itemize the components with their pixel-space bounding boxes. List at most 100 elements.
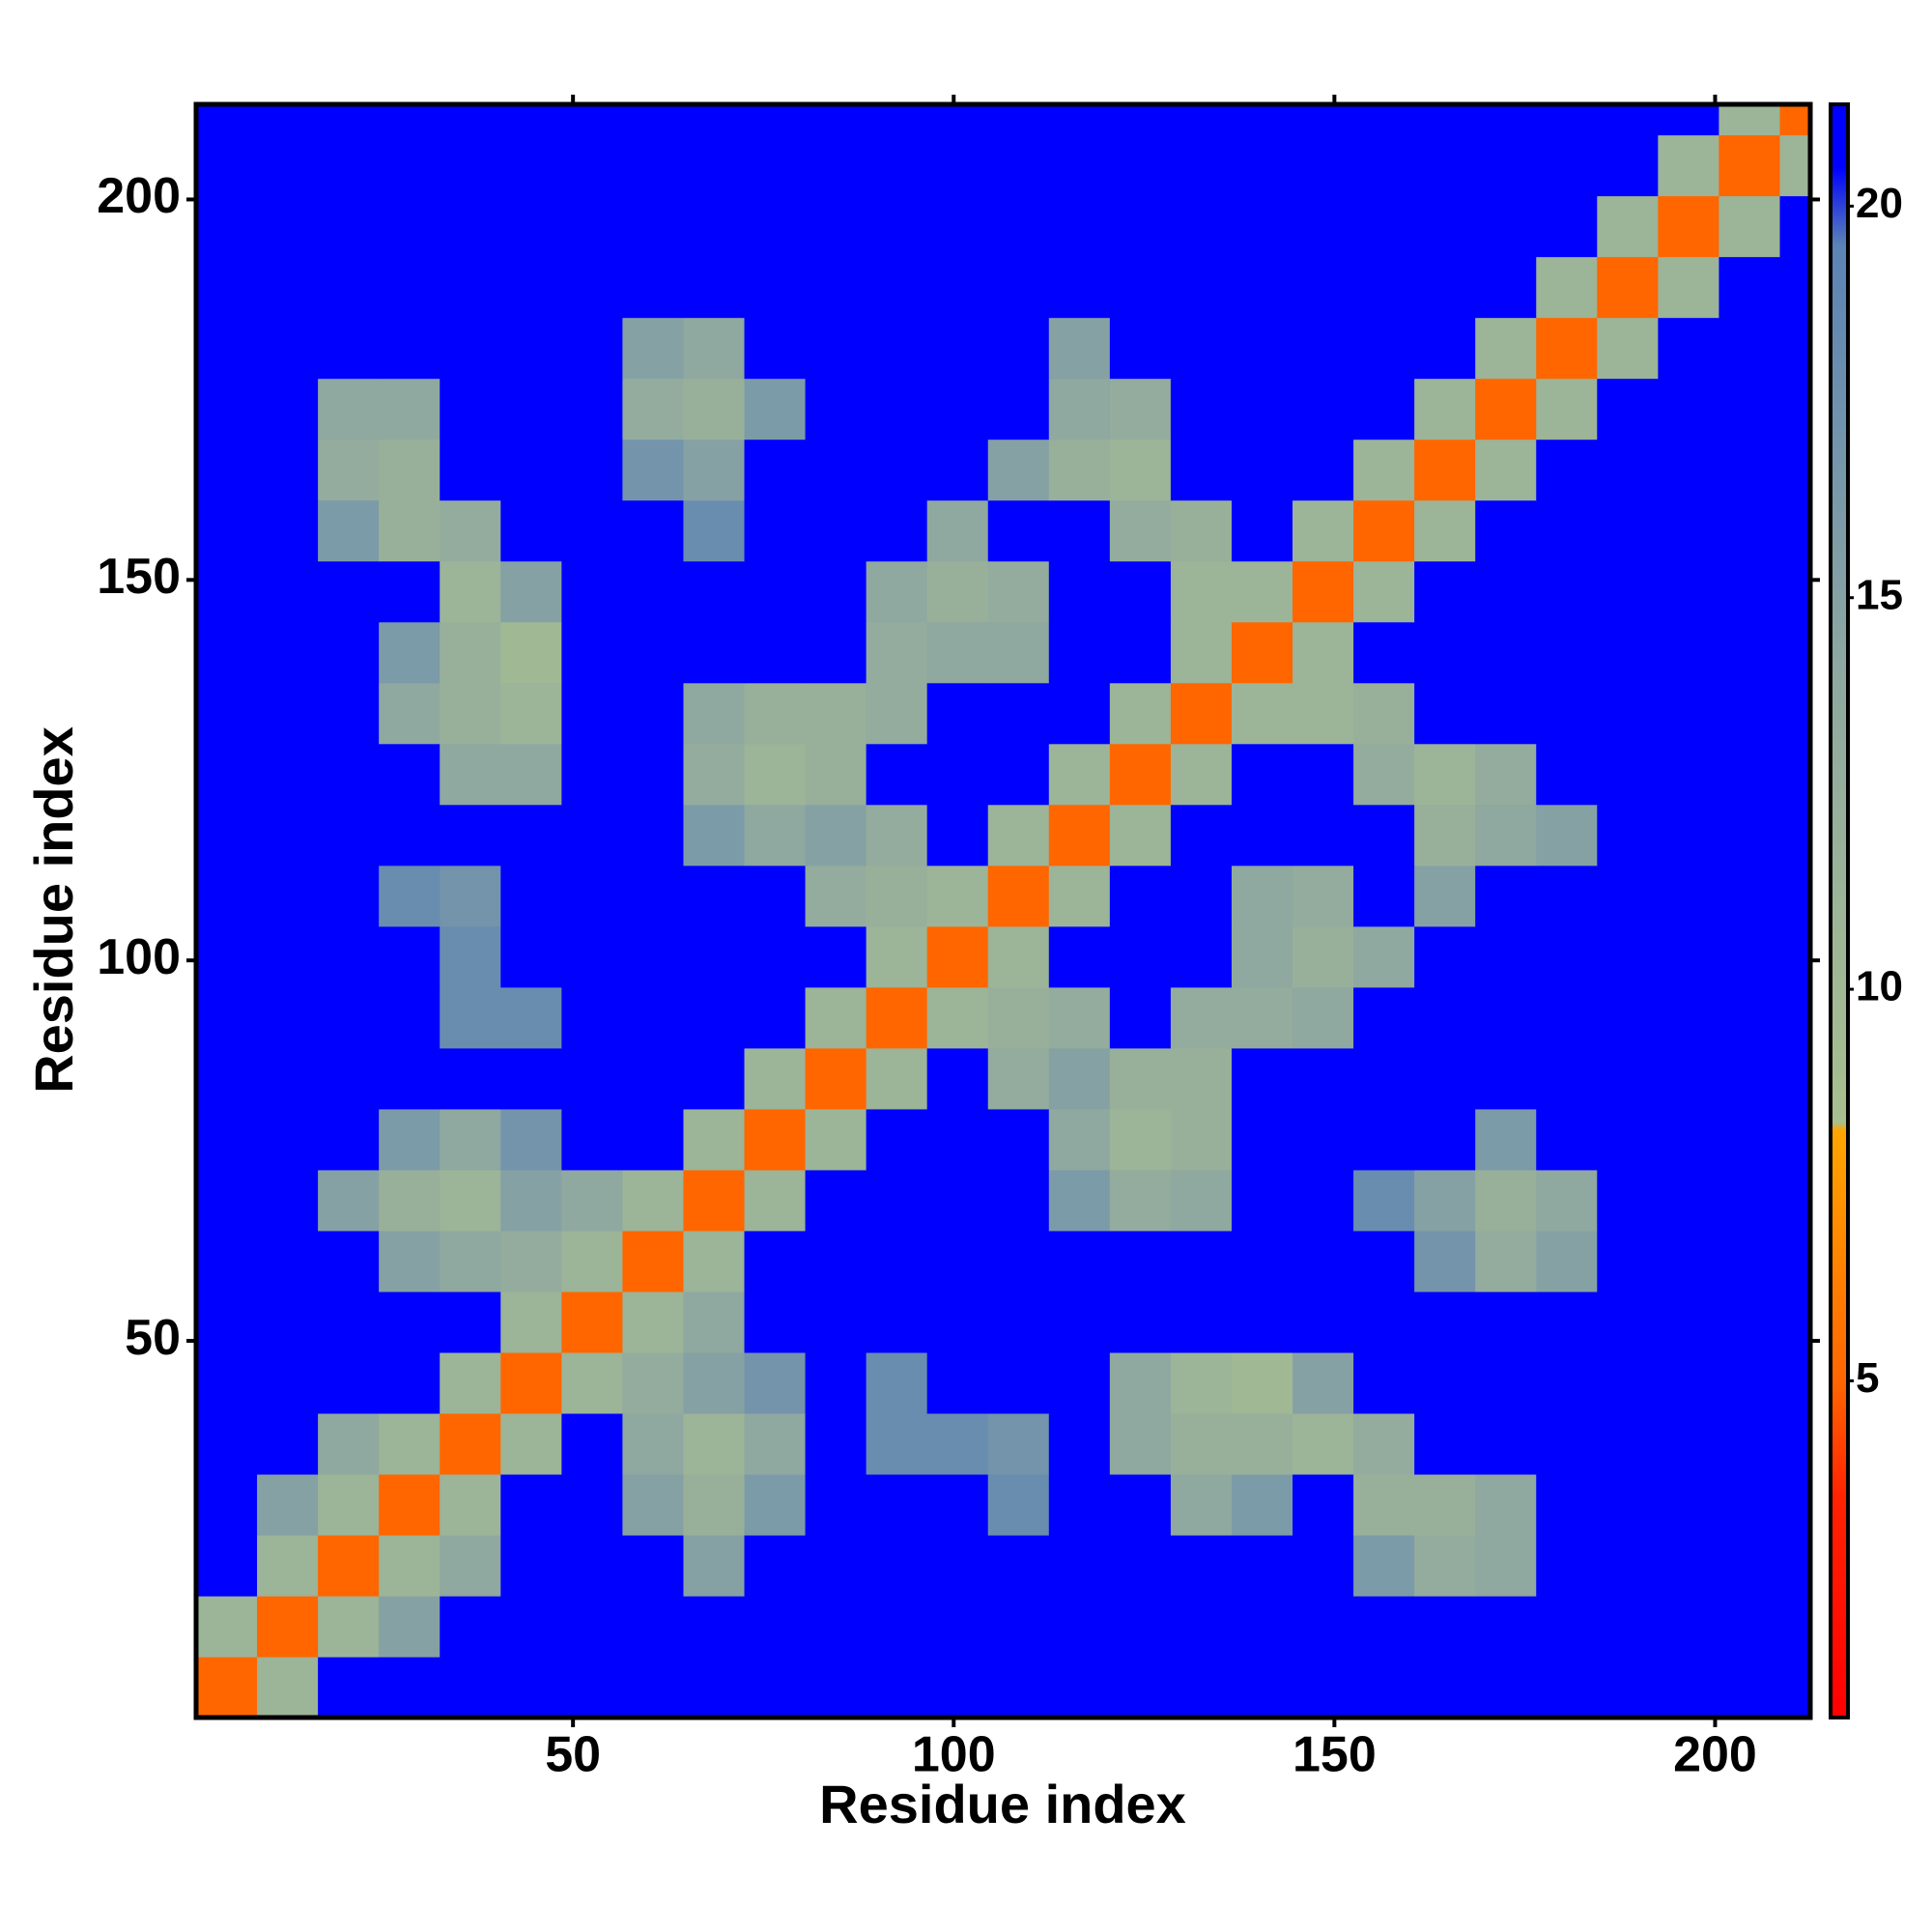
heatmap-cell xyxy=(1658,865,1720,927)
heatmap-cell xyxy=(926,256,989,319)
heatmap-cell xyxy=(1353,195,1415,258)
heatmap-cell xyxy=(987,743,1050,806)
heatmap-cell xyxy=(500,1351,562,1414)
heatmap-cell xyxy=(744,1047,807,1110)
heatmap-cell xyxy=(1779,1595,1811,1658)
heatmap-cell xyxy=(1109,1412,1172,1475)
heatmap-cell xyxy=(1719,1291,1781,1353)
heatmap-cell xyxy=(1414,1047,1476,1110)
heatmap-cell xyxy=(318,1473,380,1536)
heatmap-cell xyxy=(1779,499,1811,562)
heatmap-cell xyxy=(1475,1230,1537,1293)
heatmap-cell xyxy=(1231,317,1293,380)
heatmap-cell xyxy=(561,1047,623,1110)
heatmap-cell xyxy=(561,195,623,258)
heatmap-cell xyxy=(866,1047,928,1110)
heatmap-cell xyxy=(196,317,258,380)
heatmap-cell xyxy=(1536,1351,1598,1414)
heatmap-cell xyxy=(1048,195,1111,258)
heatmap-cell xyxy=(1231,439,1293,501)
heatmap-cell xyxy=(1170,1656,1233,1719)
heatmap-cell xyxy=(926,378,989,440)
heatmap-cell xyxy=(1353,682,1415,745)
heatmap-cell xyxy=(1536,1656,1598,1719)
colorbar xyxy=(1829,102,1850,1719)
heatmap-cell xyxy=(744,743,807,806)
heatmap-cell xyxy=(622,1108,685,1171)
heatmap-cell xyxy=(683,1656,746,1719)
heatmap-cell xyxy=(744,925,807,988)
heatmap-cell xyxy=(196,1169,258,1232)
heatmap-cell xyxy=(987,1351,1050,1414)
heatmap-cell xyxy=(1414,925,1476,988)
heatmap-cell xyxy=(1658,1412,1720,1475)
heatmap-cell xyxy=(196,256,258,319)
heatmap-cell xyxy=(1293,1108,1354,1171)
heatmap-cell xyxy=(744,195,807,258)
heatmap-cell xyxy=(805,1230,867,1293)
heatmap-cell xyxy=(866,925,928,988)
heatmap-cell xyxy=(1719,682,1781,745)
heatmap-cell xyxy=(1231,1534,1293,1597)
heatmap-cell xyxy=(379,682,440,745)
heatmap-cell xyxy=(1779,1473,1811,1536)
heatmap-cell xyxy=(1658,986,1720,1049)
heatmap-cell xyxy=(1779,256,1811,319)
heatmap-cell xyxy=(805,1351,867,1414)
heatmap-cell xyxy=(866,499,928,562)
heatmap-cell xyxy=(866,1351,928,1414)
heatmap-cell xyxy=(1475,1108,1537,1171)
heatmap-cell xyxy=(318,134,380,197)
heatmap-cell xyxy=(1597,1473,1659,1536)
heatmap-cell xyxy=(257,621,319,684)
heatmap-cell xyxy=(926,104,989,136)
heatmap-cell xyxy=(926,986,989,1049)
heatmap-cell xyxy=(1719,560,1781,623)
heatmap-cell xyxy=(1170,560,1233,623)
heatmap-cell xyxy=(1658,1108,1720,1171)
heatmap-cell xyxy=(1048,1230,1111,1293)
heatmap-cell xyxy=(1658,621,1720,684)
heatmap-cell xyxy=(866,1169,928,1232)
heatmap-cell xyxy=(500,499,562,562)
heatmap-cell xyxy=(683,1291,746,1353)
heatmap-cell xyxy=(1779,134,1811,197)
colorbar-tick-label: 10 xyxy=(1856,963,1903,1010)
heatmap-cell xyxy=(1779,743,1811,806)
heatmap-cell xyxy=(1109,1230,1172,1293)
heatmap-cell xyxy=(1475,986,1537,1049)
heatmap-cell xyxy=(440,1656,501,1719)
heatmap-cell xyxy=(196,134,258,197)
heatmap-cell xyxy=(1658,1169,1720,1232)
heatmap-cell xyxy=(1536,925,1598,988)
heatmap-cell xyxy=(1536,865,1598,927)
heatmap-cell xyxy=(500,195,562,258)
heatmap-cell xyxy=(561,743,623,806)
heatmap-cell xyxy=(379,804,440,867)
heatmap-cell xyxy=(196,1534,258,1597)
heatmap-cell xyxy=(744,104,807,136)
heatmap-cell xyxy=(500,104,562,136)
heatmap-cell xyxy=(318,1656,380,1719)
heatmap-cell xyxy=(1048,1656,1111,1719)
heatmap-cell xyxy=(1658,1230,1720,1293)
heatmap-cell xyxy=(318,1047,380,1110)
heatmap-cell xyxy=(1597,317,1659,380)
heatmap-cell xyxy=(1475,1412,1537,1475)
heatmap-cell xyxy=(683,804,746,867)
heatmap-cell xyxy=(440,1534,501,1597)
heatmap-cell xyxy=(1779,804,1811,867)
heatmap-cell xyxy=(805,1047,867,1110)
heatmap-cell xyxy=(987,865,1050,927)
heatmap-cell xyxy=(1597,195,1659,258)
heatmap-cell xyxy=(622,1169,685,1232)
heatmap-cell xyxy=(1658,1656,1720,1719)
heatmap-cell xyxy=(1414,865,1476,927)
heatmap-cell xyxy=(1597,1412,1659,1475)
heatmap-cell xyxy=(196,621,258,684)
heatmap-cell xyxy=(257,439,319,501)
heatmap-cell xyxy=(866,1230,928,1293)
heatmap-cell xyxy=(440,865,501,927)
heatmap-cell xyxy=(866,1534,928,1597)
heatmap-cell xyxy=(622,865,685,927)
